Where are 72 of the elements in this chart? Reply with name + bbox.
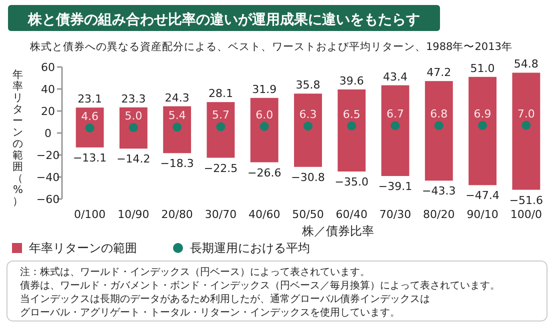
x-tick-label: 80/20 — [423, 208, 455, 221]
data-label: 6.7 — [386, 108, 404, 121]
data-label: 6.9 — [474, 107, 492, 120]
y-tick-label: −20 — [36, 149, 60, 162]
bar — [424, 81, 453, 181]
x-tick-label: 40/60 — [248, 208, 280, 221]
x-tick-label: 90/10 — [466, 208, 498, 221]
x-tick-label: 10/90 — [118, 208, 150, 221]
bar — [163, 106, 192, 154]
x-tick-label: 60/40 — [336, 208, 368, 221]
bar — [338, 89, 366, 172]
data-label: 6.3 — [299, 108, 317, 122]
annotation: −22.5 — [204, 162, 238, 175]
bar — [76, 108, 104, 148]
bar — [468, 76, 497, 186]
annotation: 23.3 — [121, 92, 146, 106]
text: グローバル・アグリゲート・トータル・リターン・インデックスを使用しています。 — [20, 308, 400, 318]
y-tick-label: 0 — [44, 127, 52, 140]
x-tick-label: 30/70 — [204, 208, 237, 221]
annotation: 24.3 — [164, 91, 190, 104]
x-tick-label: 0/100 — [74, 208, 106, 221]
annotation: 51.0 — [470, 62, 495, 75]
y-tick-label: −40 — [36, 171, 60, 184]
data-label: 5.0 — [124, 110, 142, 122]
annotation: 23.1 — [78, 92, 102, 106]
annotation: 43.4 — [383, 70, 408, 84]
bar — [294, 94, 322, 167]
y-tick-label: −60 — [36, 193, 60, 206]
chart-title: 株と債券の組み合わせ比率の違いが運用成果に違いをもたらす — [27, 11, 420, 28]
data-label: 6.5 — [342, 108, 360, 121]
data-label: 5.4 — [168, 109, 186, 122]
text: 債券は、ワールド・ガバメント・ボンド・インデックス（円ベース／毎月換算）によって表されています。 — [20, 280, 500, 292]
annotation: −51.6 — [509, 194, 544, 207]
y-tick-label: 40 — [41, 83, 55, 96]
annotation: −14.2 — [116, 152, 150, 166]
data-label: 6.8 — [430, 108, 448, 121]
text: 当インデックスは長期のデータがあるため利用したが、通常グローバル債券インデックスは — [20, 293, 430, 305]
data-label: 4.6 — [81, 110, 99, 123]
legend-label: 年率リターンの範囲 — [29, 241, 137, 255]
annotation: −35.0 — [334, 176, 368, 188]
data-label: 6.0 — [256, 108, 274, 122]
annotation: 35.8 — [296, 78, 320, 92]
legend-label: 長期運用における平均 — [190, 241, 310, 255]
bar — [512, 72, 540, 190]
annotation: −43.3 — [422, 184, 456, 198]
x-axis-title: 株／債券比率 — [301, 224, 374, 238]
x-tick-label: 100/0 — [510, 208, 542, 221]
annotation: −39.1 — [378, 180, 412, 194]
bar — [119, 107, 148, 149]
bar — [250, 98, 278, 162]
data-label: 7.0 — [517, 107, 535, 120]
x-tick-label: 20/80 — [161, 208, 193, 221]
x-tick-label: 50/50 — [292, 208, 324, 221]
y-tick-label: 20 — [41, 105, 55, 118]
bar — [206, 102, 235, 158]
annotation: 39.6 — [339, 74, 364, 88]
text: 注：株式は、ワールド・インデックス（円ベース）によって表されています。 — [20, 266, 370, 278]
annotation: 54.8 — [514, 58, 538, 71]
annotation: 31.9 — [252, 82, 277, 96]
annotation: −18.3 — [160, 157, 194, 170]
bar — [381, 85, 410, 176]
annotation: −30.8 — [291, 170, 325, 184]
annotation: 47.2 — [426, 66, 452, 80]
annotation: 28.1 — [208, 87, 233, 100]
y-tick-label: 60 — [41, 61, 55, 74]
text: 年率リターンの範囲（%） — [12, 69, 24, 208]
annotation: −13.1 — [72, 151, 107, 164]
x-tick-label: 70/30 — [379, 208, 412, 221]
chart-subtitle: 株式と債券への異なる資産配分による、ベスト、ワーストおよび平均リターン、1988年〜2013年 — [29, 40, 512, 53]
annotation: −47.4 — [466, 189, 500, 202]
data-label: 5.7 — [212, 108, 230, 122]
annotation: −26.6 — [248, 166, 282, 180]
